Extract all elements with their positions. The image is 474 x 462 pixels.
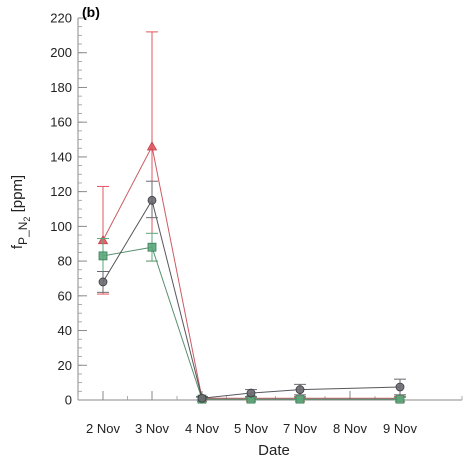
x-tick-label: 7 Nov — [283, 421, 317, 436]
data-point — [146, 141, 158, 151]
series-triangle — [97, 31, 406, 403]
series-circle — [97, 180, 406, 403]
y-tick-label: 80 — [58, 254, 72, 269]
data-point — [395, 394, 405, 404]
x-tick-label: 3 Nov — [135, 421, 169, 436]
y-tick-label: 200 — [50, 45, 72, 60]
series-line — [102, 246, 400, 400]
y-tick-label: 100 — [50, 219, 72, 234]
data-point — [147, 195, 157, 205]
y-tick-label: 120 — [50, 184, 72, 199]
y-tick-label: 20 — [58, 358, 72, 373]
data-point — [98, 251, 108, 261]
y-tick-label: 140 — [50, 149, 72, 164]
y-tick-label: 160 — [50, 115, 72, 130]
y-tick-label: 220 — [50, 11, 72, 26]
axes: 0 20 40 60 80 100 120 140 160 180 200 220 2 Nov 3 Nov… — [50, 11, 463, 436]
series-layer — [97, 31, 406, 404]
y-axis-title-base: f — [9, 244, 26, 249]
data-point — [98, 277, 108, 287]
y-tick-label: 0 — [65, 393, 72, 408]
y-axis-title-sub2: 2 — [22, 217, 32, 222]
data-point — [197, 393, 207, 403]
series-line — [102, 199, 401, 399]
data-point — [246, 388, 256, 398]
series-square — [97, 232, 406, 404]
data-point — [147, 242, 157, 252]
x-tick-label: 5 Nov — [234, 421, 268, 436]
x-tick-label: 2 Nov — [86, 421, 120, 436]
x-axis-title: Date — [258, 442, 290, 459]
series-line — [102, 145, 400, 399]
x-tick-label: 8 Nov — [333, 421, 367, 436]
y-tick-label: 60 — [58, 288, 72, 303]
x-tick-label: 9 Nov — [383, 421, 417, 436]
data-point — [395, 382, 405, 392]
y-tick-label: 180 — [50, 80, 72, 95]
x-tick-label: 4 Nov — [185, 421, 219, 436]
data-point — [295, 385, 305, 394]
y-tick-label: 40 — [58, 323, 72, 338]
y-axis-title-sub1: P_N — [16, 222, 30, 245]
y-axis-title: fP_N2 [ppm] — [9, 175, 32, 249]
data-point — [295, 394, 305, 404]
y-axis-title-tail: [ppm] — [9, 175, 26, 217]
panel-label: (b) — [82, 4, 100, 20]
